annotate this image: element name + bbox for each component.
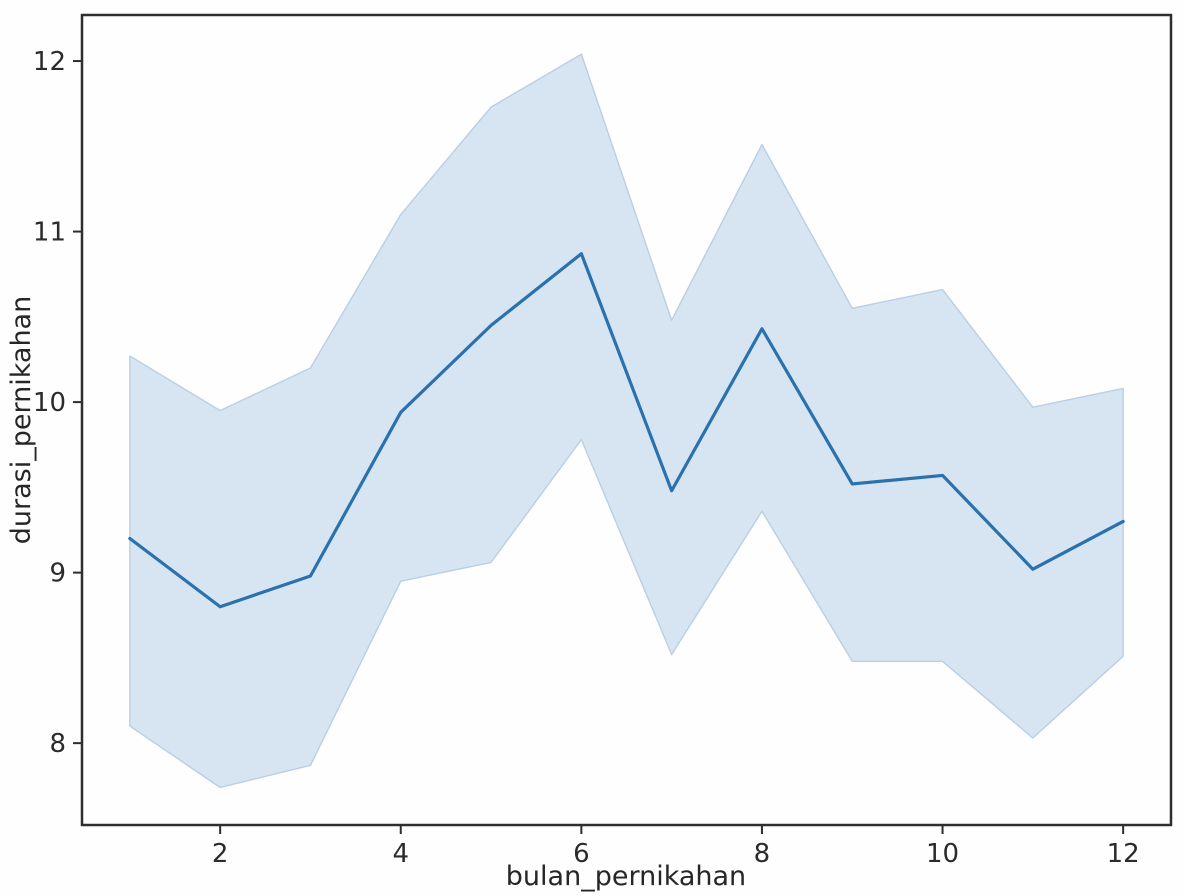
y-axis-label: durasi_pernikahan xyxy=(6,296,37,544)
mean-line xyxy=(128,252,1125,609)
x-axis-ticks: 2 4 6 8 10 12 xyxy=(212,825,1140,869)
x-tick-label: 8 xyxy=(754,839,771,869)
plot-frame xyxy=(80,13,1173,827)
y-tick-label: 9 xyxy=(49,559,66,589)
y-tick-label: 11 xyxy=(33,218,66,248)
y-tick-label: 10 xyxy=(33,388,66,418)
ci-band xyxy=(129,53,1124,789)
x-tick-label: 4 xyxy=(392,839,409,869)
y-tick-label: 12 xyxy=(33,47,66,77)
y-axis-ticks: 8 9 10 11 12 xyxy=(33,47,82,759)
x-tick-label: 10 xyxy=(926,839,959,869)
x-tick-label: 12 xyxy=(1107,839,1140,869)
x-tick-label: 2 xyxy=(212,839,229,869)
x-axis-label: bulan_pernikahan xyxy=(506,861,746,892)
x-tick-label: 6 xyxy=(573,839,590,869)
y-tick-label: 8 xyxy=(49,729,66,759)
